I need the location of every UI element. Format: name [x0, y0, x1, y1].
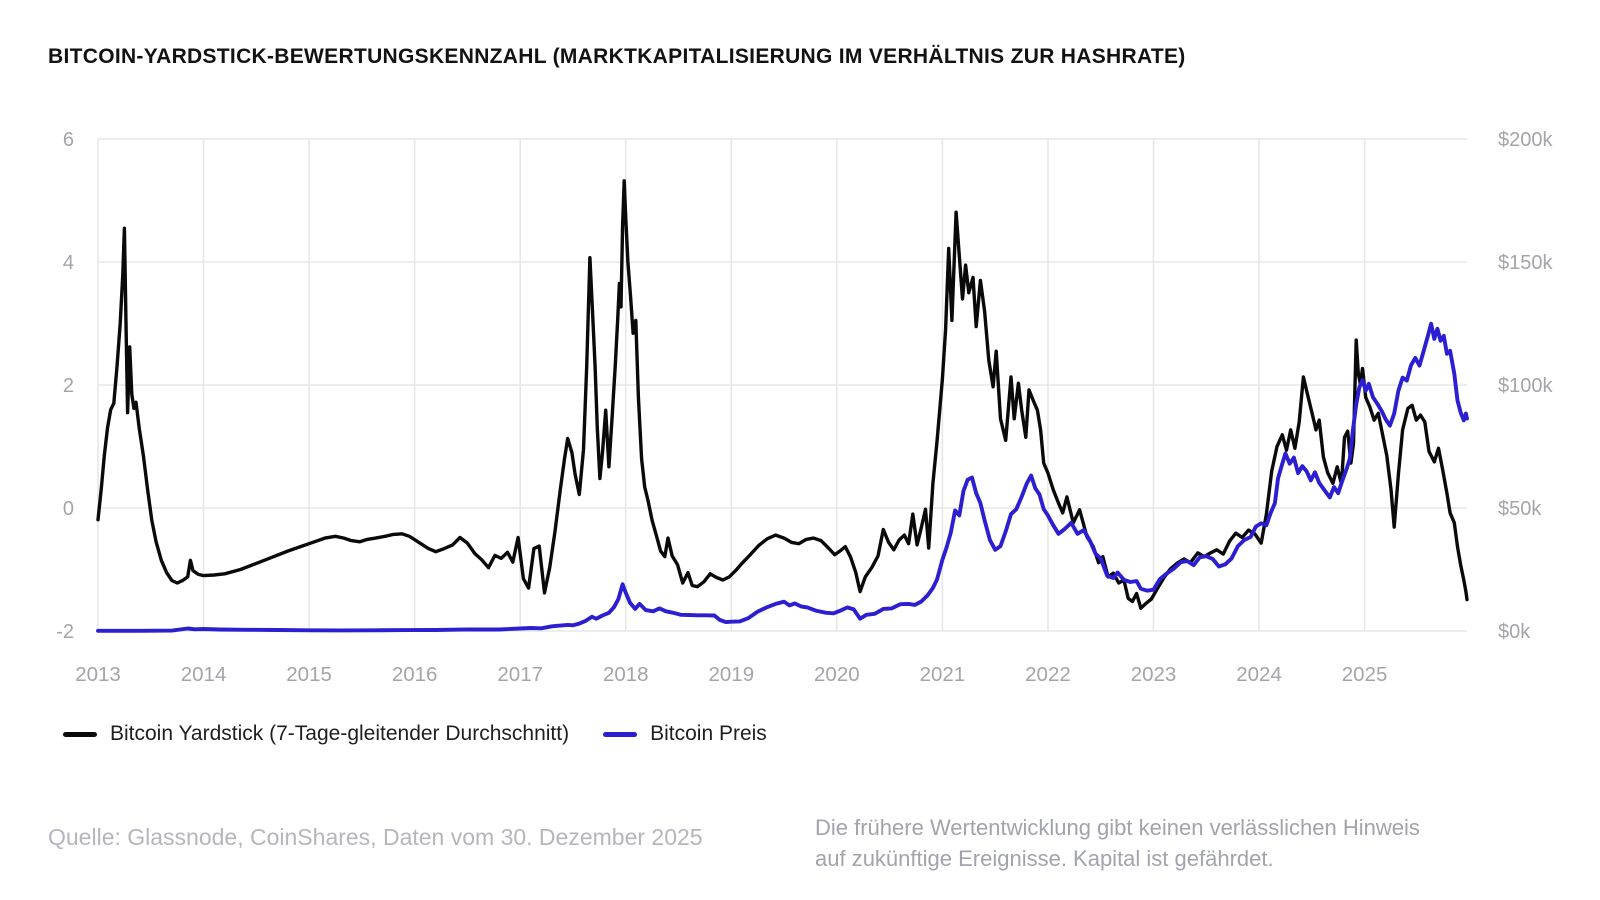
- yardstick-line: [96, 179, 1469, 610]
- right-axis-tick-label: $200k: [1498, 129, 1553, 151]
- chart-legend: Bitcoin Yardstick (7-Tage-gleitender Dur…: [63, 722, 767, 746]
- x-axis-tick-label: 2014: [181, 663, 227, 686]
- x-axis-tick-label: 2022: [1025, 663, 1071, 686]
- risk-disclaimer-line2: auf zukünftige Ereignisse. Kapital ist g…: [815, 846, 1274, 871]
- x-axis-tick-label: 2016: [392, 663, 438, 686]
- x-axis-tick-label: 2025: [1342, 663, 1388, 686]
- legend-item-yardstick: Bitcoin Yardstick (7-Tage-gleitender Dur…: [63, 722, 569, 746]
- price-line: [96, 321, 1469, 633]
- yardstick-legend-label: Bitcoin Yardstick (7-Tage-gleitender Dur…: [110, 722, 570, 745]
- left-axis-tick-label: 0: [63, 498, 74, 520]
- x-axis-tick-label: 2015: [286, 663, 332, 686]
- right-axis-tick-label: $150k: [1498, 252, 1553, 274]
- right-axis-tick-label: $100k: [1498, 375, 1553, 397]
- x-axis-tick-label: 2023: [1131, 663, 1177, 686]
- left-axis-tick-label: -2: [56, 621, 74, 643]
- x-axis-tick-label: 2019: [708, 663, 754, 686]
- x-axis-tick-label: 2024: [1236, 663, 1282, 686]
- x-axis-tick-label: 2018: [603, 663, 649, 686]
- yardstick-line-swatch: [63, 731, 97, 737]
- left-axis-tick-label: 4: [63, 252, 74, 274]
- chart-title: BITCOIN-YARDSTICK-BEWERTUNGSKENNZAHL (MA…: [48, 45, 1186, 68]
- right-axis-tick-label: $0k: [1498, 621, 1531, 643]
- left-axis-tick-label: 2: [63, 375, 74, 397]
- left-axis-tick-label: 6: [63, 129, 74, 151]
- x-axis-tick-label: 2017: [497, 663, 543, 686]
- price-line-swatch: [603, 731, 638, 737]
- risk-disclaimer-line1: Die frühere Wertentwicklung gibt keinen …: [815, 815, 1420, 840]
- x-axis-tick-label: 2021: [920, 663, 966, 686]
- right-axis-tick-label: $50k: [1498, 498, 1542, 520]
- x-axis-tick-label: 2020: [814, 663, 860, 686]
- price-legend-label: Bitcoin Preis: [650, 722, 767, 745]
- risk-disclaimer: Die frühere Wertentwicklung gibt keinen …: [815, 812, 1505, 874]
- x-axis-tick-label: 2013: [75, 663, 121, 686]
- legend-item-price: Bitcoin Preis: [603, 722, 767, 746]
- source-note: Quelle: Glassnode, CoinShares, Daten vom…: [48, 824, 703, 850]
